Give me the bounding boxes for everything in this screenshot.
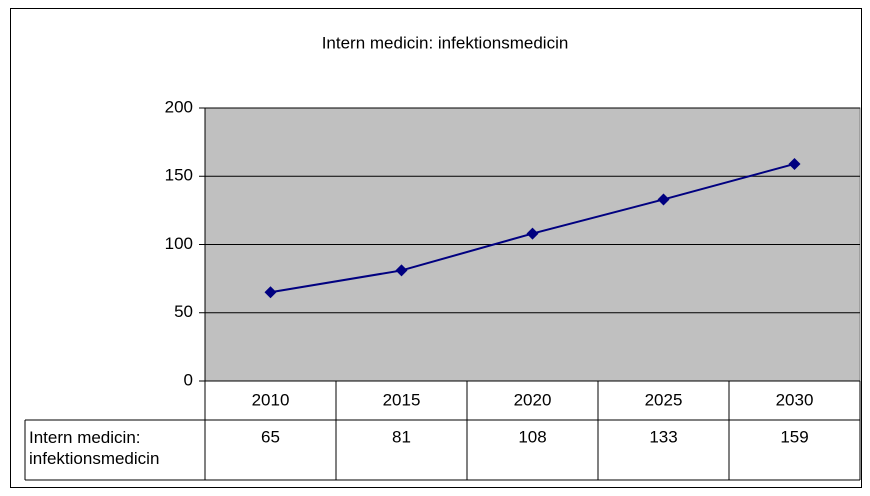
table-value: 133 [649, 427, 677, 446]
marker [264, 286, 277, 299]
table-value: 159 [780, 427, 808, 446]
y-tick-label: 200 [165, 97, 193, 116]
marker [657, 193, 670, 206]
marker [526, 227, 539, 240]
y-tick-label: 0 [184, 370, 193, 389]
table-value: 108 [518, 427, 546, 446]
marker [788, 157, 801, 170]
x-tick-label: 2030 [776, 390, 814, 409]
table-value: 65 [261, 427, 280, 446]
legend-entry: Intern medicin: infektionsmedicin [29, 428, 160, 468]
y-tick-label: 50 [174, 302, 193, 321]
y-tick-label: 100 [165, 234, 193, 253]
x-tick-label: 2015 [383, 390, 421, 409]
x-tick-label: 2025 [645, 390, 683, 409]
table-value: 81 [392, 427, 411, 446]
x-tick-label: 2020 [514, 390, 552, 409]
x-tick-label: 2010 [252, 390, 290, 409]
y-tick-label: 150 [165, 166, 193, 185]
marker [395, 264, 408, 277]
series-name-cell: Intern medicin: infektionsmedicin [29, 428, 160, 468]
chart-title: Intern medicin: infektionsmedicin [322, 33, 569, 52]
